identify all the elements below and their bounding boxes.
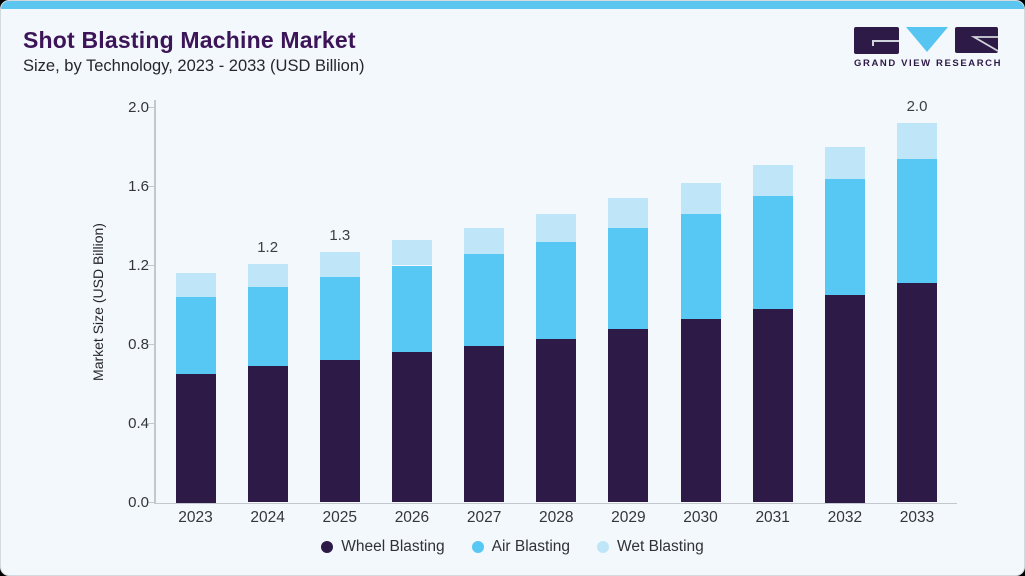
legend-label: Wheel Blasting (341, 538, 445, 555)
legend-label: Wet Blasting (617, 538, 704, 555)
y-tick-mark-0.4 (147, 422, 155, 425)
legend-dot-icon (471, 541, 484, 553)
x-tick-label-2030: 2030 (683, 509, 718, 526)
y-tick-label-1.6: 1.6 (128, 177, 149, 195)
bar-segment-wheel-blasting-2025 (319, 360, 360, 503)
bar-segment-air-blasting-2029 (608, 227, 649, 329)
bar-segment-air-blasting-2024 (247, 287, 288, 367)
x-tick-label-2026: 2026 (394, 509, 430, 526)
grand-view-research-logo: GRAND VIEW RESEARCH (854, 27, 1003, 69)
bar-segment-wet-blasting-2027 (464, 227, 505, 254)
x-tick-label-2032: 2032 (827, 509, 863, 526)
x-tick-label-2028: 2028 (539, 509, 574, 526)
legend-item-air-blasting: Air Blasting (471, 538, 571, 556)
bar-segment-wet-blasting-2033 (897, 123, 937, 159)
y-tick-mark-2.0 (147, 106, 155, 109)
bar-segment-wheel-blasting-2027 (464, 346, 505, 503)
logo-marks (854, 27, 998, 55)
bar-value-label-2033: 2.0 (906, 98, 928, 116)
bar-segment-air-blasting-2026 (391, 265, 432, 353)
bar-segment-wet-blasting-2026 (391, 239, 432, 266)
page-subtitle: Size, by Technology, 2023 - 2033 (USD Bi… (23, 57, 365, 75)
x-axis-line (154, 502, 957, 504)
bar-segment-wheel-blasting-2033 (897, 283, 937, 503)
bar-segment-wheel-blasting-2026 (391, 352, 432, 503)
y-tick-label-0.4: 0.4 (128, 414, 149, 432)
bar-segment-air-blasting-2030 (680, 214, 721, 319)
y-axis-title: Market Size (USD Billion) (90, 223, 106, 381)
x-tick-label-2027: 2027 (466, 509, 502, 526)
logo-r-icon (955, 27, 998, 53)
bar-segment-wet-blasting-2032 (824, 147, 865, 179)
y-tick-mark-0.8 (147, 343, 155, 346)
y-tick-label-0.8: 0.8 (128, 335, 149, 353)
bar-segment-wet-blasting-2028 (536, 214, 577, 242)
legend-dot-icon (597, 541, 610, 553)
bar-segment-wet-blasting-2023 (175, 273, 216, 298)
bar-segment-wheel-blasting-2024 (247, 366, 288, 503)
legend-item-wet-blasting: Wet Blasting (597, 538, 704, 556)
bar-segment-wet-blasting-2031 (752, 164, 793, 197)
logo-v-icon (906, 27, 948, 52)
bar-segment-wheel-blasting-2032 (824, 295, 865, 503)
bar-segment-wheel-blasting-2028 (536, 338, 577, 503)
bar-value-label-2025: 1.3 (329, 226, 351, 244)
bar-value-label-2024: 1.2 (257, 238, 279, 256)
x-tick-label-2025: 2025 (322, 509, 358, 526)
y-tick-mark-1.6 (147, 185, 155, 188)
logo-brand-text: GRAND VIEW RESEARCH (854, 58, 1003, 69)
y-tick-mark-1.2 (147, 264, 155, 267)
y-tick-label-1.2: 1.2 (128, 256, 149, 274)
bar-segment-air-blasting-2023 (175, 297, 216, 375)
top-accent-strip (1, 1, 1024, 9)
bar-segment-wet-blasting-2025 (319, 251, 360, 278)
bar-segment-wet-blasting-2024 (247, 263, 288, 288)
x-tick-label-2033: 2033 (899, 509, 935, 526)
bar-segment-wheel-blasting-2023 (175, 374, 216, 503)
y-tick-mark-0.0 (147, 501, 155, 504)
bar-segment-wheel-blasting-2030 (680, 318, 721, 503)
page-title: Shot Blasting Machine Market (23, 27, 356, 53)
bar-segment-air-blasting-2027 (464, 253, 505, 347)
bar-segment-air-blasting-2028 (536, 241, 577, 339)
bar-segment-wheel-blasting-2031 (752, 308, 793, 503)
legend-dot-icon (321, 541, 334, 553)
bar-segment-wheel-blasting-2029 (608, 328, 649, 503)
bar-segment-air-blasting-2033 (897, 158, 937, 284)
bar-segment-air-blasting-2025 (319, 277, 360, 361)
logo-g-icon (854, 27, 899, 54)
bar-segment-wet-blasting-2030 (680, 182, 721, 215)
bar-segment-wet-blasting-2029 (608, 198, 649, 228)
legend-label: Air Blasting (491, 538, 571, 555)
legend-item-wheel-blasting: Wheel Blasting (321, 538, 445, 556)
y-tick-label-2.0: 2.0 (128, 98, 149, 116)
x-tick-label-2031: 2031 (755, 509, 790, 526)
y-tick-label-0.0: 0.0 (128, 493, 149, 511)
chart-legend: Wheel Blasting Air Blasting Wet Blasting (1, 538, 1024, 556)
y-axis-line (154, 100, 156, 503)
x-tick-label-2023: 2023 (178, 509, 213, 526)
bar-segment-air-blasting-2032 (824, 178, 865, 296)
bar-segment-air-blasting-2031 (752, 196, 793, 309)
x-tick-label-2024: 2024 (250, 509, 285, 526)
x-tick-label-2029: 2029 (611, 509, 646, 526)
